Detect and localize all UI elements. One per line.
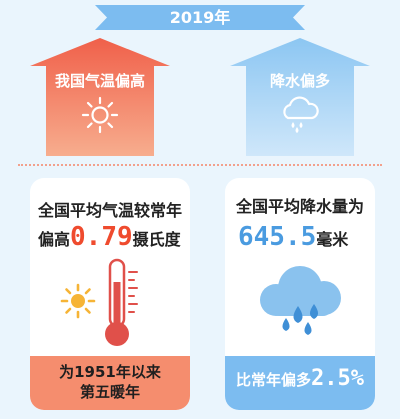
temperature-footer [30, 356, 190, 410]
temperature-line2: 偏高0.79摄氏度 [38, 222, 188, 252]
temperature-footer-line2: 第五暖年 [79, 383, 140, 401]
year-label: 2019年 [169, 8, 231, 27]
temperature-footer-line1: 为1951年以来 [59, 363, 161, 381]
temperature-unit: 摄氏度 [132, 230, 181, 249]
precipitation-footer-prefix: 比常年偏多 [236, 371, 312, 389]
right-house-label: 降水偏多 [269, 72, 330, 90]
temperature-value: 0.79 [70, 222, 133, 252]
temperature-line1: 全国平均气温较常年 [37, 201, 182, 220]
precipitation-footer [225, 356, 375, 410]
left-house-label: 我国气温偏高 [54, 72, 145, 90]
precipitation-value: 645.5 [238, 222, 317, 252]
precipitation-footer-text: 比常年偏多2.5% [225, 366, 375, 391]
small-sun-icon [60, 283, 96, 319]
thermometer-icon [105, 258, 138, 346]
year-banner [95, 5, 305, 30]
precipitation-unit: 毫米 [316, 230, 349, 249]
rain-cloud-icon [283, 96, 319, 133]
sun-icon [81, 96, 119, 134]
section-divider [18, 164, 382, 166]
temperature-prefix: 偏高 [38, 230, 71, 249]
precipitation-line1: 全国平均降水量为 [235, 197, 364, 216]
temperature-footer-text: 为1951年以来 第五暖年 [30, 362, 190, 402]
precipitation-footer-value: 2.5% [311, 366, 364, 391]
precipitation-line2: 645.5毫米 [238, 222, 373, 252]
cloud-rain-icon [260, 266, 341, 335]
